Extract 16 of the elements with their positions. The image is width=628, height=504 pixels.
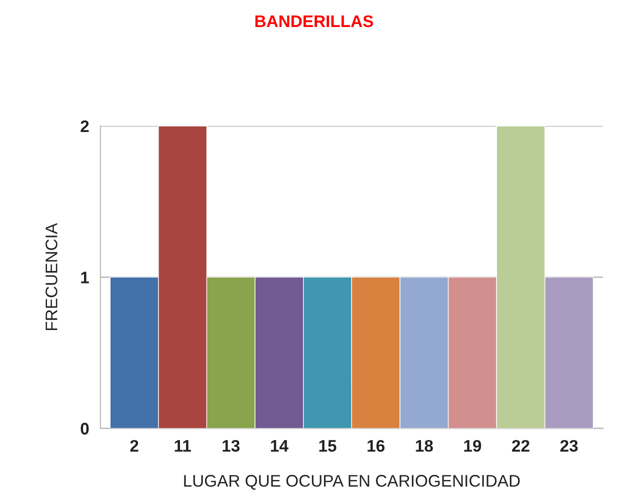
y-tick-label: 0 [80, 422, 89, 435]
y-tick-label: 2 [80, 120, 89, 132]
x-tick-label: 15 [319, 440, 336, 452]
x-tick-label: 22 [512, 440, 530, 452]
x-tick-label: 19 [464, 440, 482, 452]
x-tick-label: 23 [560, 440, 578, 452]
x-axis-title: LUGAR QUE OCUPA EN CARIOGENICIDAD [184, 474, 520, 490]
x-tick-label: 13 [222, 440, 240, 452]
y-tick-label: 1 [81, 272, 89, 284]
x-tick-label: 16 [368, 440, 384, 452]
x-tick-label: 14 [271, 440, 288, 452]
y-axis-title: FRECUENCIA [46, 223, 58, 330]
chart-title: BANDERILLAS [255, 15, 374, 28]
x-tick-label: 2 [130, 440, 138, 452]
x-tick-label: 11 [174, 440, 191, 452]
x-tick-label: 18 [416, 440, 433, 452]
